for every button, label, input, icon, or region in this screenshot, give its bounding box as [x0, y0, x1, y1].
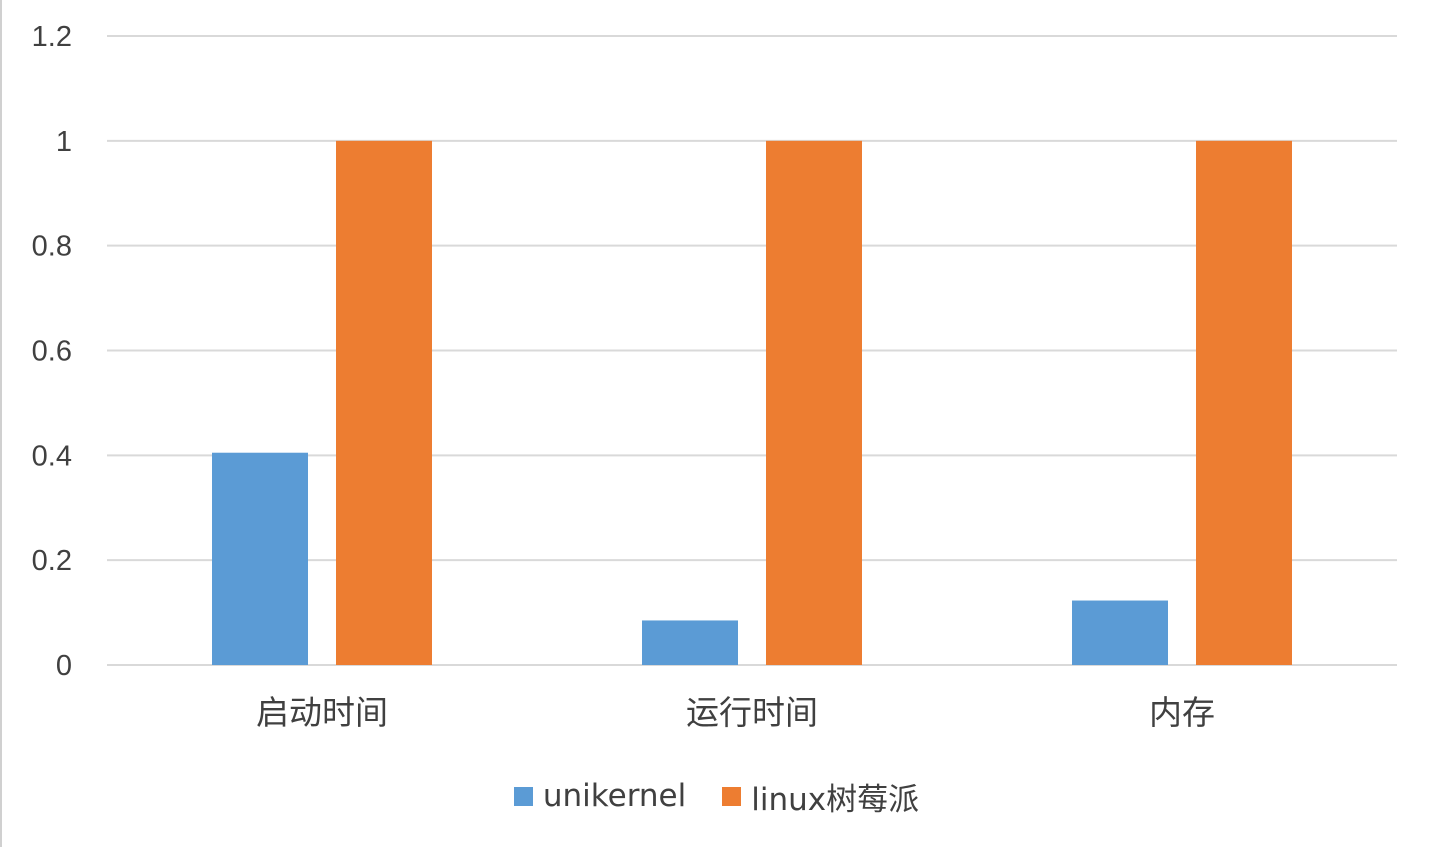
legend: unikernel linux树莓派	[2, 774, 1429, 818]
legend-swatch-unikernel	[513, 786, 533, 806]
y-tick-label-4: 0.8	[32, 231, 72, 263]
legend-swatch-linux	[722, 786, 742, 806]
legend-item-unikernel: unikernel	[513, 778, 687, 814]
plot-area: 0 0.2 0.4 0.6 0.8 1 1.2 启动时间 运行时间 内存	[32, 21, 1397, 732]
y-tick-label-6: 1.2	[32, 21, 72, 53]
x-tick-label-0: 启动时间	[256, 693, 388, 732]
y-tick-label-5: 1	[56, 126, 72, 158]
x-tick-label-1: 运行时间	[686, 693, 818, 732]
x-tick-label-2: 内存	[1149, 693, 1215, 732]
bar-unikernel-0	[212, 452, 308, 665]
y-tick-label-3: 0.6	[32, 336, 72, 368]
bar-linux-2	[1196, 140, 1292, 666]
bar-linux-0	[336, 140, 432, 666]
y-tick-label-0: 0	[56, 650, 72, 682]
bar-unikernel-2	[1072, 600, 1168, 665]
bar-unikernel-1	[642, 620, 738, 665]
bar-linux-1	[766, 140, 862, 666]
legend-label-unikernel: unikernel	[542, 778, 687, 814]
legend-label-linux: linux树莓派	[751, 781, 920, 818]
y-tick-label-1: 0.2	[32, 545, 72, 577]
legend-item-linux: linux树莓派	[722, 774, 919, 819]
y-tick-label-2: 0.4	[32, 440, 72, 472]
